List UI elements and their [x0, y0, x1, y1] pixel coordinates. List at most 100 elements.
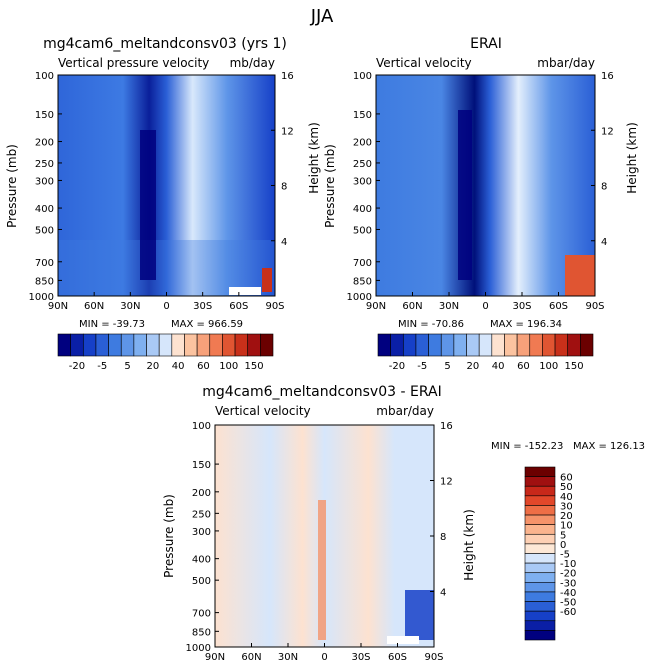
right-tick-label: 16	[440, 421, 453, 432]
colorbar-label: -20	[389, 361, 405, 372]
colorbar-swatch	[196, 333, 211, 357]
colorbar-label: -40	[560, 588, 576, 599]
panel-model-ylabel: Pressure (mb)	[5, 144, 19, 228]
y-tick-label: 500	[35, 225, 54, 236]
colorbar-swatch	[70, 333, 84, 357]
colorbar-swatch	[390, 333, 404, 357]
panel-erai-max-stat: MAX = 196.34	[490, 319, 562, 330]
colorbar-swatch	[158, 333, 173, 357]
right-tick-label: 8	[281, 182, 287, 193]
colorbar-label: 150	[564, 361, 583, 372]
panel-erai-ylabel-right: Height (km)	[625, 122, 639, 193]
colorbar-label: -20	[560, 569, 576, 580]
y-tick-label: 400	[192, 555, 211, 566]
x-tick-label: 90N	[205, 652, 225, 663]
colorbar-swatch	[133, 333, 147, 357]
panel-diff-title: mg4cam6_meltandconsv03 - ERAI	[202, 384, 441, 400]
colorbar-label: -5	[560, 550, 570, 561]
panel-diff-y-ticks: 100 150 200 250 300 400 500 700 850 1000 16 12 8 4	[186, 421, 453, 654]
right-tick-label: 12	[440, 477, 453, 488]
colorbar-swatch	[524, 582, 556, 593]
x-tick-label: 60S	[229, 301, 248, 312]
right-tick-label: 8	[601, 182, 607, 193]
panel-model-title: mg4cam6_meltandconsv03 (yrs 1)	[43, 36, 287, 52]
x-tick-label: 30S	[512, 301, 531, 312]
figure-title: JJA	[310, 6, 334, 27]
colorbar-label: -5	[97, 361, 107, 372]
y-tick-label: 200	[192, 488, 211, 499]
colorbar-swatch	[529, 333, 543, 357]
colorbar-swatch	[184, 333, 198, 357]
right-tick-label: 12	[601, 126, 614, 137]
y-tick-label: 250	[353, 159, 372, 170]
colorbar-swatch	[171, 333, 185, 357]
colorbar-swatch	[234, 333, 249, 357]
panel-model-core	[140, 130, 156, 280]
colorbar-label: -5	[417, 361, 427, 372]
colorbar-swatch	[567, 333, 581, 357]
colorbar-swatch	[524, 620, 556, 631]
colorbar-label: 100	[539, 361, 558, 372]
y-tick-label: 700	[353, 258, 372, 269]
colorbar-swatch	[524, 562, 556, 574]
y-tick-label: 300	[35, 176, 54, 187]
panel-erai-subtitle-left: Vertical velocity	[376, 56, 472, 70]
colorbar-swatch	[524, 610, 556, 622]
colorbar-label: 100	[219, 361, 238, 372]
x-tick-label: 30N	[278, 652, 298, 663]
colorbar-swatch	[415, 333, 429, 357]
colorbar-label: 5	[124, 361, 130, 372]
right-tick-label: 16	[601, 71, 614, 82]
colorbar-swatch	[247, 333, 261, 357]
colorbar-swatch	[524, 485, 556, 497]
y-tick-label: 300	[353, 176, 372, 187]
colorbar-swatch	[491, 333, 505, 357]
colorbar-label: 20	[560, 511, 573, 522]
panel-model-ylabel-right: Height (km)	[307, 122, 321, 193]
x-tick-label: 90N	[48, 301, 68, 312]
colorbar-label: 30	[560, 501, 573, 512]
colorbar-label: -10	[560, 559, 576, 570]
panel-model-min-stat: MIN = -39.73	[79, 319, 145, 330]
colorbar-swatch	[554, 333, 569, 357]
right-tick-label: 12	[281, 126, 294, 137]
y-tick-label: 100	[192, 421, 211, 432]
colorbar-label: 50	[560, 482, 573, 493]
right-tick-label: 16	[281, 71, 294, 82]
y-tick-label: 250	[192, 509, 211, 520]
x-tick-label: 30S	[193, 301, 212, 312]
y-tick-label: 700	[35, 258, 54, 269]
panel-erai-subtitle-right: mbar/day	[537, 56, 595, 70]
colorbar-swatch	[440, 333, 455, 357]
right-tick-label: 8	[440, 532, 446, 543]
panel-erai-min-stat: MIN = -70.86	[398, 319, 464, 330]
colorbar-swatch	[466, 333, 480, 357]
colorbar-label: 60	[517, 361, 530, 372]
y-tick-label: 850	[35, 276, 54, 287]
colorbar-swatch	[524, 572, 556, 583]
colorbar-label: 40	[172, 361, 185, 372]
colorbar-swatch	[377, 333, 391, 357]
colorbar-swatch	[524, 495, 556, 506]
y-tick-label: 1000	[347, 292, 372, 303]
colorbar-label: 5	[560, 530, 566, 541]
x-tick-label: 90S	[585, 301, 604, 312]
colorbar-swatch	[524, 476, 556, 487]
panel-erai-x-ticks: 90N 60N 30N 0 30S 60S 90S	[366, 292, 605, 312]
panel-model-lowband	[58, 240, 275, 296]
colorbar-swatch	[504, 333, 518, 357]
colorbar-label: 10	[560, 521, 573, 532]
colorbar-label: -20	[69, 361, 85, 372]
x-tick-label: 30S	[351, 652, 370, 663]
x-tick-label: 90N	[366, 301, 386, 312]
panel-model-field	[57, 74, 276, 297]
panel-erai-max-patch	[565, 255, 595, 296]
y-tick-label: 1000	[29, 292, 54, 303]
colorbar-swatch	[57, 333, 71, 357]
panel-model-mask	[229, 287, 261, 295]
colorbar-swatch	[108, 333, 122, 357]
colorbar-swatch	[260, 333, 274, 357]
panel-model-y-ticks: 100 150 200 250 300 400 500 700 850 1000 16 12 8 4	[29, 71, 294, 303]
colorbar-swatch	[524, 553, 556, 564]
